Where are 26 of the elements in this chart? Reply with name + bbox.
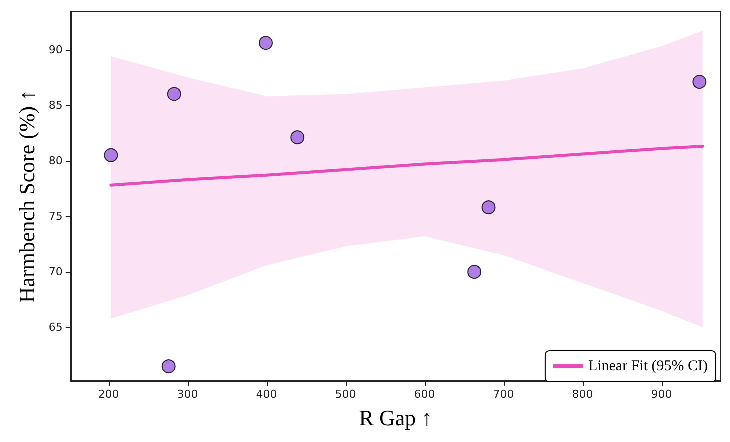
x-tick-label: 400 bbox=[256, 388, 278, 401]
point bbox=[162, 360, 176, 374]
x-tick-label: 700 bbox=[493, 388, 514, 401]
y-axis-title: Harmbench Score (%) ↑ bbox=[14, 90, 40, 304]
y-tick-label: 75 bbox=[48, 210, 63, 224]
x-tick-label: 300 bbox=[177, 388, 198, 401]
point bbox=[104, 148, 118, 162]
x-tick-label: 800 bbox=[572, 388, 594, 401]
x-tick-label: 500 bbox=[335, 388, 356, 401]
point bbox=[290, 130, 305, 145]
y-tick-label: 70 bbox=[48, 266, 63, 279]
point bbox=[482, 200, 496, 215]
x-axis-title: R Gap ↑ bbox=[359, 406, 433, 430]
y-tick-label: 90 bbox=[48, 43, 63, 56]
y-tick-label: 85 bbox=[48, 98, 63, 112]
point bbox=[692, 75, 707, 90]
point bbox=[468, 265, 482, 280]
x-tick-label: 600 bbox=[414, 388, 436, 401]
line-series bbox=[110, 144, 704, 187]
y-tick-label: 65 bbox=[48, 321, 63, 334]
legend-label: Linear Fit (95% CI) bbox=[588, 358, 708, 374]
x-tick-label: 900 bbox=[651, 388, 672, 401]
point bbox=[167, 87, 182, 102]
x-tick-label: 200 bbox=[98, 388, 120, 401]
point bbox=[259, 36, 274, 50]
y-tick-label: 80 bbox=[48, 154, 63, 168]
